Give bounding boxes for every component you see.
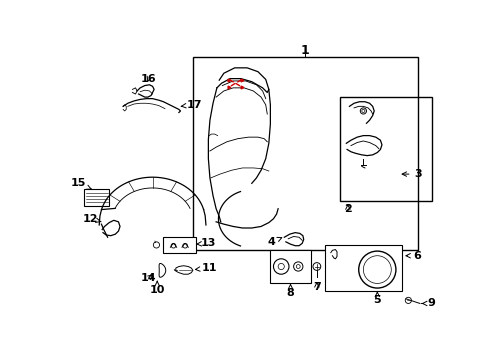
Text: 12: 12 xyxy=(82,214,101,224)
Bar xyxy=(340,97,431,201)
Text: 16: 16 xyxy=(141,73,156,84)
Text: 11: 11 xyxy=(195,263,217,273)
Text: 10: 10 xyxy=(149,281,164,294)
Text: 5: 5 xyxy=(373,292,380,305)
Text: 1: 1 xyxy=(300,44,309,57)
Bar xyxy=(324,245,401,291)
Text: 7: 7 xyxy=(312,282,320,292)
Text: 13: 13 xyxy=(197,238,216,248)
Polygon shape xyxy=(176,266,192,274)
Text: 17: 17 xyxy=(181,100,202,110)
Polygon shape xyxy=(159,264,165,277)
Bar xyxy=(84,189,109,206)
Bar xyxy=(192,57,417,249)
Bar xyxy=(163,237,196,253)
Text: 2: 2 xyxy=(343,204,351,214)
Bar xyxy=(270,249,310,283)
Text: 14: 14 xyxy=(141,273,156,283)
Text: 8: 8 xyxy=(286,284,294,298)
Text: 4: 4 xyxy=(267,237,281,247)
Text: 15: 15 xyxy=(70,178,91,189)
Text: 9: 9 xyxy=(421,298,435,309)
Text: 6: 6 xyxy=(405,251,420,261)
Text: 3: 3 xyxy=(401,169,421,179)
